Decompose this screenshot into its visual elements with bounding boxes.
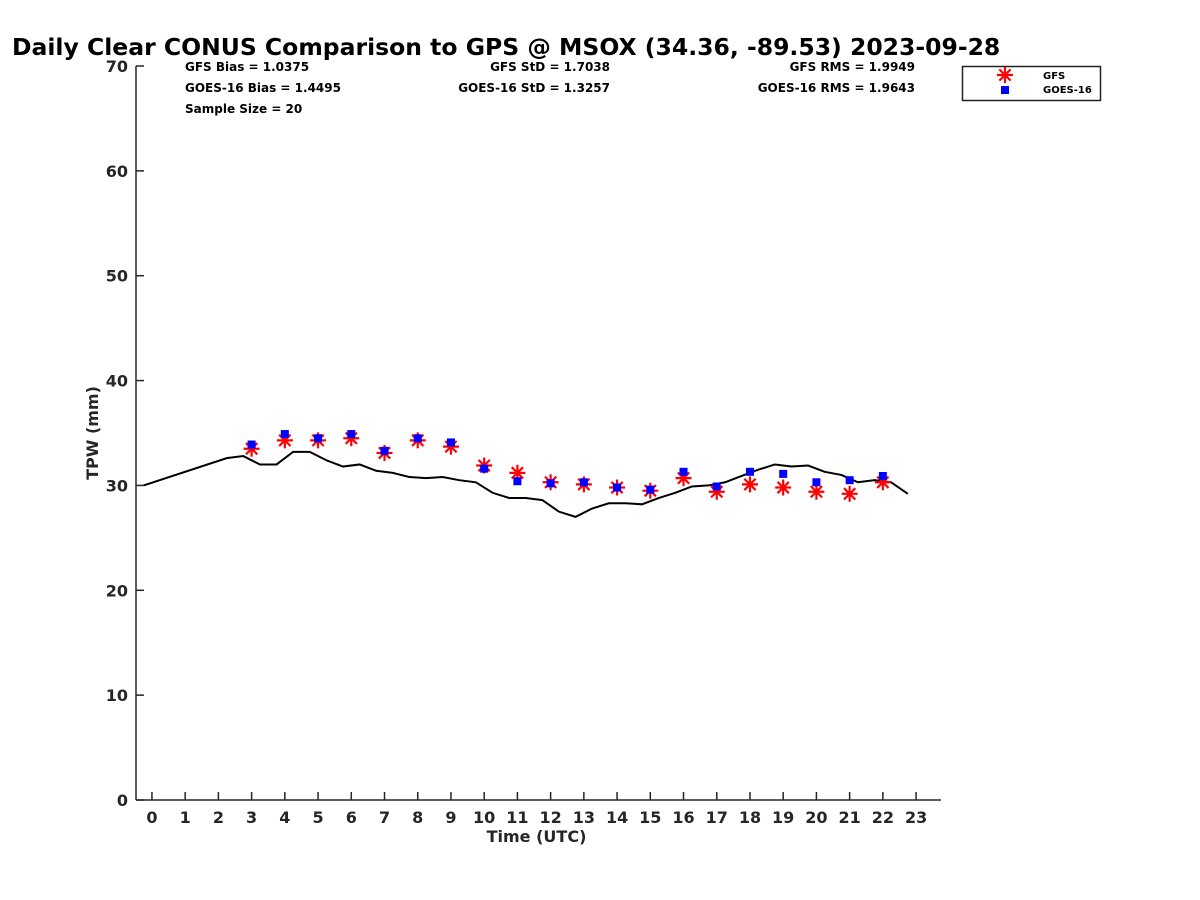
y-tick-label: 10 (106, 686, 128, 705)
x-tick-label: 9 (445, 808, 456, 827)
gfs-point (841, 485, 858, 502)
x-tick-label: 8 (412, 808, 423, 827)
goes-point (646, 485, 655, 494)
y-tick-label: 20 (106, 581, 128, 600)
y-tick-label: 0 (117, 791, 128, 810)
x-tick-label: 5 (312, 808, 323, 827)
x-tick-label: 22 (872, 808, 894, 827)
x-tick-label: 23 (905, 808, 927, 827)
stats-annotations: GFS Bias = 1.0375 GOES-16 Bias = 1.4495 … (185, 60, 915, 116)
x-axis-label: Time (UTC) (487, 827, 587, 846)
x-tick-label: 20 (805, 808, 827, 827)
goes-point (779, 469, 788, 478)
x-tick-label: 14 (606, 808, 628, 827)
goes-point (513, 477, 522, 486)
goes-point (314, 434, 323, 443)
goes-point (845, 476, 854, 485)
gfs-point (775, 479, 792, 496)
x-tick-label: 7 (379, 808, 390, 827)
goes-std-label: GOES-16 StD = 1.3257 (458, 81, 610, 95)
y-tick-label: 70 (106, 57, 128, 76)
goes-point (446, 438, 455, 447)
y-tick-label: 30 (106, 476, 128, 495)
legend-gfs-asterisk-icon (997, 67, 1013, 83)
x-tick-label: 3 (246, 808, 257, 827)
goes-point (679, 467, 688, 476)
legend-box (961, 65, 1102, 102)
goes-point (745, 467, 754, 476)
gfs-point (808, 483, 825, 500)
gps-line (143, 450, 909, 518)
legend-goes-square-icon (1001, 86, 1009, 94)
goes-bias-label: GOES-16 Bias = 1.4495 (185, 81, 341, 95)
legend-label-goes: GOES-16 (1043, 85, 1092, 96)
y-axis-label: TPW (mm) (83, 386, 102, 480)
goes-point (613, 483, 622, 492)
legend: GFS GOES-16 (961, 65, 1102, 102)
goes-point (878, 471, 887, 480)
y-tick-label: 40 (106, 372, 128, 391)
gfs-std-label: GFS StD = 1.7038 (490, 60, 610, 74)
gfs-rms-label: GFS RMS = 1.9949 (790, 60, 915, 74)
x-tick-label: 4 (279, 808, 290, 827)
gfs-bias-label: GFS Bias = 1.0375 (185, 60, 309, 74)
sample-size-label: Sample Size = 20 (185, 102, 302, 116)
gfs-point (741, 476, 758, 493)
x-tick-label: 2 (213, 808, 224, 827)
x-tick-label: 15 (639, 808, 661, 827)
goes-point (712, 482, 721, 491)
legend-gfs-star (997, 67, 1013, 83)
goes-point (546, 479, 555, 488)
legend-label-gfs: GFS (1043, 71, 1065, 82)
x-tick-label: 0 (146, 808, 157, 827)
data-marks (143, 430, 909, 518)
x-tick-label: 17 (706, 808, 728, 827)
goes-point (380, 446, 389, 455)
x-tick-label: 6 (346, 808, 357, 827)
goes-point (413, 434, 422, 443)
x-tick-label: 18 (739, 808, 761, 827)
x-tick-label: 16 (672, 808, 694, 827)
goes-point (812, 478, 821, 487)
goes-point (347, 430, 356, 439)
x-tick-label: 11 (506, 808, 528, 827)
x-tick-label: 10 (473, 808, 495, 827)
x-tick-label: 19 (772, 808, 794, 827)
x-tick-label: 21 (839, 808, 861, 827)
goes-point (480, 464, 489, 473)
goes-rms-label: GOES-16 RMS = 1.9643 (758, 81, 915, 95)
goes-point (579, 478, 588, 487)
goes-point (280, 430, 289, 439)
y-tick-label: 60 (106, 162, 128, 181)
chart-title: Daily Clear CONUS Comparison to GPS @ MS… (12, 33, 1000, 61)
y-tick-label: 50 (106, 267, 128, 286)
goes-point (247, 440, 256, 449)
x-tick-label: 13 (573, 808, 595, 827)
x-tick-label: 12 (539, 808, 561, 827)
x-tick-label: 1 (180, 808, 191, 827)
